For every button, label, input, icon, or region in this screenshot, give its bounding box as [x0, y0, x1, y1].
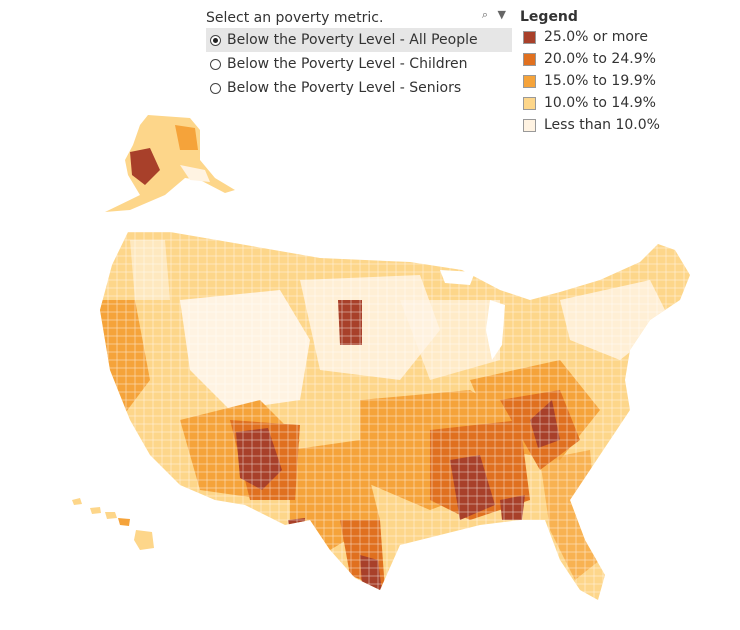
legend-label: 20.0% to 24.9% — [544, 51, 656, 67]
legend-item-25-plus[interactable]: 25.0% or more — [520, 26, 730, 48]
legend-title: Legend — [520, 9, 578, 25]
metric-option-all-people[interactable]: Below the Poverty Level - All People — [206, 28, 512, 52]
alaska[interactable] — [105, 115, 235, 212]
map-legend: Legend 25.0% or more 20.0% to 24.9% 15.0… — [520, 8, 730, 136]
legend-swatch — [523, 74, 536, 88]
metric-option-seniors[interactable]: Below the Poverty Level - Seniors — [206, 76, 512, 100]
metric-selector-title: Select an poverty metric. — [206, 10, 384, 26]
legend-item-15-19[interactable]: 15.0% to 19.9% — [520, 70, 730, 92]
poverty-metric-selector: Select an poverty metric. ⌕ ▼ Below the … — [206, 8, 512, 100]
radio-icon[interactable] — [210, 58, 221, 70]
contiguous-us[interactable] — [90, 225, 700, 615]
lake-michigan — [486, 300, 505, 360]
lake-superior — [440, 270, 475, 285]
metric-option-label: Below the Poverty Level - Children — [227, 56, 468, 72]
metric-option-label: Below the Poverty Level - Seniors — [227, 80, 462, 96]
hawaii[interactable] — [72, 498, 154, 550]
legend-item-10-14[interactable]: 10.0% to 14.9% — [520, 92, 730, 114]
legend-item-20-24[interactable]: 20.0% to 24.9% — [520, 48, 730, 70]
metric-option-label: Below the Poverty Level - All People — [227, 32, 478, 48]
legend-label: 15.0% to 19.9% — [544, 73, 656, 89]
legend-swatch — [523, 30, 536, 44]
radio-icon[interactable] — [210, 82, 221, 94]
caret-down-icon[interactable]: ▼ — [497, 8, 506, 21]
legend-label: Less than 10.0% — [544, 117, 660, 133]
legend-swatch — [523, 96, 536, 110]
radio-selected-icon[interactable] — [210, 34, 221, 46]
selector-tools: ⌕ ▼ — [476, 8, 506, 22]
search-icon[interactable]: ⌕ — [481, 8, 489, 21]
legend-label: 25.0% or more — [544, 29, 648, 45]
legend-swatch — [523, 52, 536, 66]
legend-item-under-10[interactable]: Less than 10.0% — [520, 114, 730, 136]
metric-option-children[interactable]: Below the Poverty Level - Children — [206, 52, 512, 76]
legend-label: 10.0% to 14.9% — [544, 95, 656, 111]
legend-swatch — [523, 118, 536, 132]
